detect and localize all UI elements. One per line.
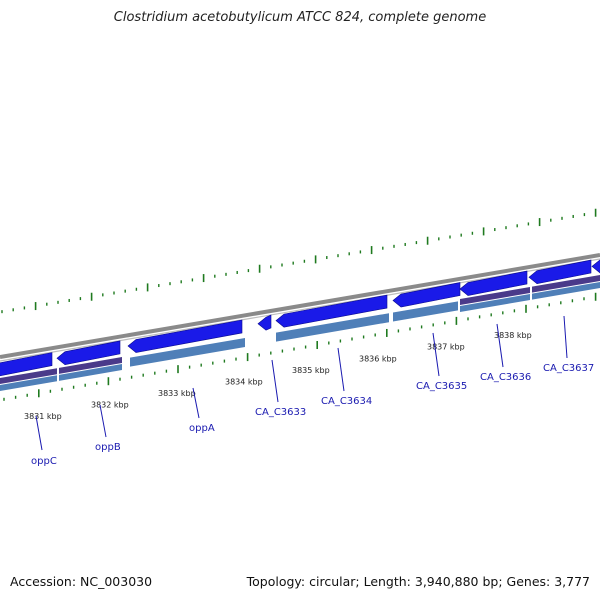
scale-tick-ring <box>3 292 597 401</box>
gene-leader-line <box>337 347 345 392</box>
gene-leader-line <box>496 323 504 368</box>
gene-arrow-oppB <box>56 340 121 366</box>
purple-band <box>59 357 122 374</box>
accession-label: Accession: NC_003030 <box>10 574 153 589</box>
gene-arrow-next <box>591 259 600 274</box>
gene-labels: oppC oppB oppA CA_C3633 CA_C3634 CA_C3635 CA_C… <box>31 315 594 467</box>
backbone-ring <box>0 253 600 362</box>
gene-arrow-oppA <box>127 319 243 353</box>
gene-label-CA_C3634: CA_C3634 <box>321 396 372 407</box>
scale-label: 3833 kbp <box>158 389 196 398</box>
outer-tick-ring <box>1 208 597 314</box>
gene-arrow-CA_C3633 <box>257 314 272 331</box>
cds-band <box>393 301 458 322</box>
gene-leader-line <box>35 415 43 451</box>
gene-leader-line <box>432 332 440 377</box>
cds-band <box>532 282 600 300</box>
gene-label-oppC: oppC <box>31 456 57 467</box>
gene-leader-line <box>192 387 200 419</box>
gene-label-oppA: oppA <box>189 423 215 434</box>
scale-labels: 3831 kbp 3832 kbp 3833 kbp 3834 kbp 3835 kbp… <box>24 331 532 421</box>
scale-label: 3831 kbp <box>24 412 62 421</box>
gene-label-CA_C3635: CA_C3635 <box>416 381 467 392</box>
purple-band <box>0 368 57 385</box>
gene-label-CA_C3637: CA_C3637 <box>543 363 594 374</box>
scale-label: 3834 kbp <box>225 377 263 386</box>
scale-label: 3835 kbp <box>292 366 330 375</box>
purple-band <box>532 275 600 293</box>
gene-track <box>0 259 600 377</box>
gene-leader-line <box>563 315 568 359</box>
backbone-line <box>0 253 600 359</box>
cds-band <box>276 313 389 342</box>
scale-label: 3832 kbp <box>91 400 129 409</box>
gene-label-oppB: oppB <box>95 442 121 453</box>
gene-arrow-oppC <box>0 352 53 377</box>
scale-label: 3838 kbp <box>494 331 532 340</box>
cds-band <box>460 294 530 313</box>
gene-arrow-CA_C3636 <box>459 270 528 296</box>
purple-band <box>460 287 530 306</box>
scale-label: 3836 kbp <box>359 354 397 363</box>
map-title: Clostridium acetobutylicum ATCC 824, com… <box>113 10 487 25</box>
gene-leader-line <box>99 404 107 438</box>
feature-bands <box>0 275 600 392</box>
gene-label-CA_C3633: CA_C3633 <box>255 407 306 418</box>
genome-summary: Topology: circular; Length: 3,940,880 bp… <box>246 574 590 589</box>
gene-leader-line <box>271 359 279 403</box>
cds-band <box>130 337 245 367</box>
gene-arrow-CA_C3634 <box>275 294 388 328</box>
cds-band <box>59 364 122 381</box>
gene-arrow-CA_C3637 <box>528 259 592 285</box>
cds-band <box>0 375 57 392</box>
gene-label-CA_C3636: CA_C3636 <box>480 372 531 383</box>
scale-label: 3837 kbp <box>427 343 465 352</box>
